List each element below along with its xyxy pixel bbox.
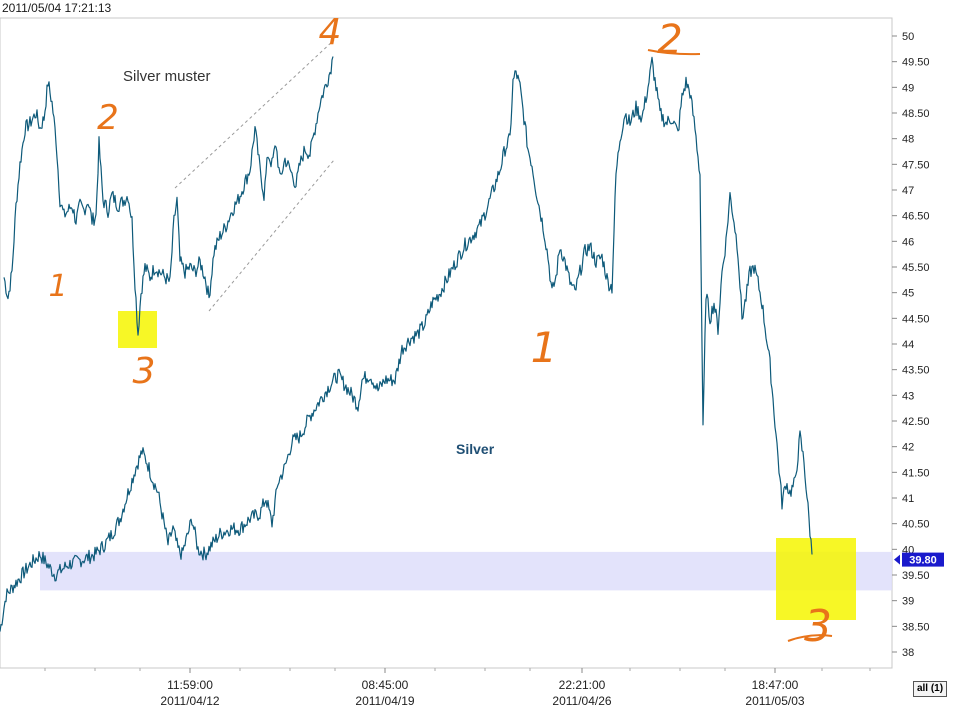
y-tick-label: 42.50 — [902, 416, 930, 428]
x-tick-date-label: 2011/05/03 — [745, 694, 804, 708]
y-tick-label: 44 — [902, 339, 914, 351]
y-tick-label: 43.50 — [902, 365, 930, 377]
y-tick-label: 49 — [902, 82, 914, 94]
y-tick-label: 38 — [902, 647, 914, 659]
y-tick-label: 46.50 — [902, 211, 930, 223]
y-tick-label: 41 — [902, 493, 914, 505]
last-price-arrow — [894, 554, 900, 565]
y-tick-label: 39 — [902, 596, 914, 608]
chart-title: Silver — [456, 441, 495, 457]
x-tick-date-label: 2011/04/19 — [355, 694, 414, 708]
y-tick-label: 45.50 — [902, 262, 930, 274]
y-tick-label: 41.50 — [902, 467, 930, 479]
annotation-n3b: 3 — [804, 601, 832, 652]
y-tick-label: 45 — [902, 288, 914, 300]
y-tick-label: 42 — [902, 442, 914, 454]
channel-line-upper — [174, 39, 335, 189]
highlight-box-right — [776, 538, 856, 620]
inset-title: Silver muster — [123, 68, 211, 85]
channel-line-lower — [208, 159, 335, 312]
y-tick-label: 48.50 — [902, 108, 930, 120]
annotation-n4a: 4 — [319, 12, 342, 53]
last-price-badge — [902, 552, 944, 567]
annotation-n3a: 3 — [133, 351, 156, 392]
annotation-n1b: 1 — [531, 323, 558, 372]
y-tick-label: 44.50 — [902, 313, 930, 325]
y-tick-label: 40.50 — [902, 519, 930, 531]
y-tick-label: 38.50 — [902, 621, 930, 633]
annotation-stroke — [787, 634, 833, 642]
support-band — [40, 551, 892, 591]
x-tick-time-label: 22:21:00 — [559, 678, 606, 692]
y-tick-label: 48 — [902, 134, 914, 146]
x-tick-time-label: 11:59:00 — [167, 678, 213, 692]
x-tick-time-label: 18:47:00 — [752, 678, 799, 692]
all-range-button[interactable]: all (1) — [913, 681, 947, 697]
x-tick-date-label: 2011/04/26 — [552, 694, 611, 708]
x-tick-time-label: 08:45:00 — [362, 678, 409, 692]
series-line-silver-muster — [3, 56, 334, 336]
y-tick-label: 46 — [902, 236, 914, 248]
y-tick-label: 49.50 — [902, 57, 930, 69]
y-tick-label: 39.50 — [902, 570, 930, 582]
annotation-stroke — [647, 49, 701, 56]
y-tick-label: 50 — [902, 31, 914, 43]
last-price-label: 39.80 — [909, 555, 937, 567]
y-tick-label: 43 — [902, 390, 914, 402]
annotation-n2b: 2 — [657, 17, 682, 63]
timestamp: 2011/05/04 17:21:13 — [2, 1, 112, 15]
annotation-n2a: 2 — [97, 98, 119, 138]
y-tick-label: 47 — [902, 185, 914, 197]
series-line-silver — [0, 56, 813, 632]
x-tick-date-label: 2011/04/12 — [160, 694, 219, 708]
annotation-n1a: 1 — [48, 269, 67, 304]
y-tick-label: 47.50 — [902, 159, 930, 171]
